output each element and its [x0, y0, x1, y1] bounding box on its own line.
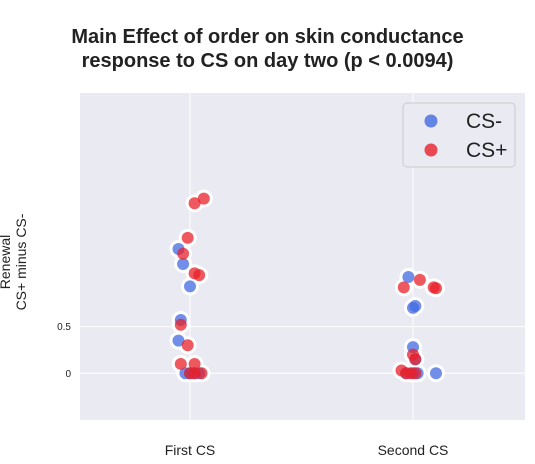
data-point-cs-plus [409, 367, 422, 380]
data-point-cs-plus [193, 269, 206, 282]
x-tick-label: First CS [165, 442, 216, 458]
data-point-cs-plus [188, 197, 201, 210]
data-point-cs-plus [197, 192, 210, 205]
x-tick-label: Second CS [378, 442, 449, 458]
data-point-cs-plus [177, 247, 190, 260]
chart-title-line-2: response to CS on day two (p < 0.0094) [81, 50, 454, 72]
data-point-cs-plus [174, 318, 187, 331]
data-point-cs-plus [413, 273, 426, 286]
data-point-cs-plus [397, 281, 410, 294]
chart-title-line-1: Main Effect of order on skin conductance [71, 26, 464, 48]
y-tick-label: 0.5 [57, 322, 71, 333]
data-point-cs-minus [177, 257, 190, 270]
data-point-cs-minus [409, 300, 422, 313]
data-point-cs-plus [181, 339, 194, 352]
data-point-cs-plus [188, 357, 201, 370]
data-point-cs-minus [430, 367, 442, 380]
legend-label: CS+ [466, 139, 507, 162]
data-point-cs-plus [409, 353, 422, 366]
data-point-cs-minus [172, 334, 185, 347]
legend-marker [424, 143, 438, 157]
data-point-cs-plus [181, 231, 194, 244]
data-point-cs-plus [195, 367, 208, 380]
data-point-cs-minus [402, 271, 415, 284]
legend-marker [424, 114, 438, 128]
data-point-cs-plus [174, 357, 187, 370]
y-tick-label: 0 [65, 369, 71, 380]
legend-label: CS- [466, 110, 502, 133]
data-point-cs-minus [184, 280, 196, 293]
data-point-cs-plus [430, 282, 442, 295]
